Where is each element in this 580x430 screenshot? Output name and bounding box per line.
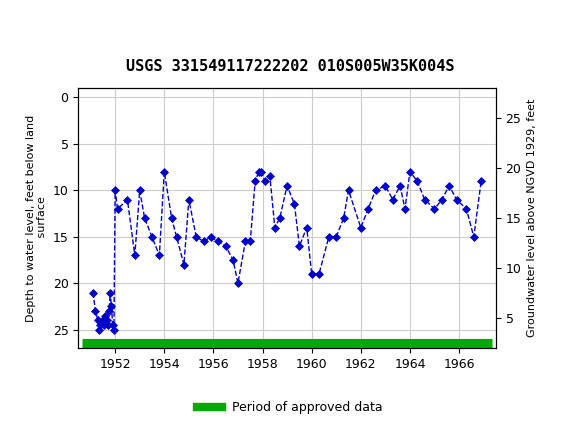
Text: USGS 331549117222202 010S005W35K004S: USGS 331549117222202 010S005W35K004S: [126, 59, 454, 74]
Text: USGS: USGS: [35, 10, 78, 28]
Text: ▒: ▒: [9, 5, 24, 34]
Legend: Period of approved data: Period of approved data: [192, 396, 388, 419]
Y-axis label: Depth to water level, feet below land
 surface: Depth to water level, feet below land su…: [26, 115, 47, 322]
Y-axis label: Groundwater level above NGVD 1929, feet: Groundwater level above NGVD 1929, feet: [527, 99, 537, 338]
